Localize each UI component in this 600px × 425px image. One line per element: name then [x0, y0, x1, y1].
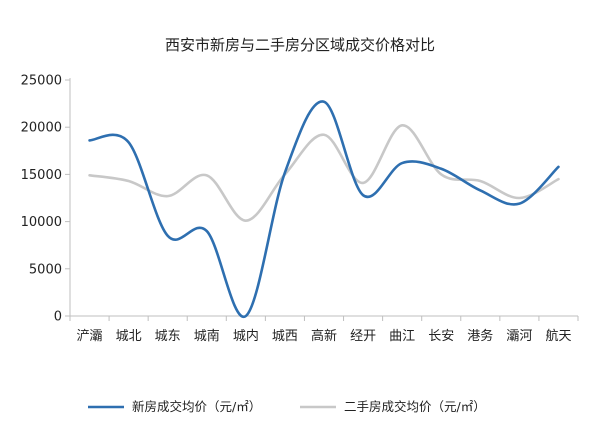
y-tick-label: 25000 — [21, 74, 62, 89]
legend-label: 二手房成交均价（元/㎡） — [344, 399, 486, 414]
y-tick-label: 10000 — [21, 215, 62, 230]
y-tick-label: 15000 — [21, 168, 62, 183]
y-tick-label: 20000 — [21, 121, 62, 136]
legend: 新房成交均价（元/㎡） 二手房成交均价（元/㎡） — [88, 399, 486, 414]
x-tick-label: 城东 — [155, 329, 181, 344]
y-tick-label: 0 — [54, 310, 62, 325]
y-tick-label: 5000 — [29, 262, 62, 277]
chart-title: 西安市新房与二手房分区域成交价格对比 — [165, 36, 435, 54]
x-tick-label: 航天 — [545, 328, 571, 344]
axes: 25000 20000 15000 10000 5000 0 浐灞 城北 城东 城南 城内 城西 高新经… — [21, 74, 579, 344]
legend-label: 新房成交均价（元/㎡） — [132, 399, 261, 414]
legend-item-new-home: 新房成交均价（元/㎡） — [88, 399, 261, 414]
x-tick-label: 曲江 — [389, 329, 415, 344]
new-home-price-line — [88, 100, 560, 318]
x-tick-label: 高新 — [311, 328, 337, 344]
x-tick-label: 经开 — [350, 329, 376, 344]
resale-price-line — [88, 124, 560, 222]
legend-item-resale: 二手房成交均价（元/㎡） — [300, 399, 486, 414]
x-tick-label: 浐灞 — [77, 329, 103, 344]
series-layer — [88, 100, 560, 318]
x-tick-label: 长安 — [428, 329, 454, 344]
x-tick-label: 城北 — [116, 329, 142, 344]
x-tick-label: 城内 — [233, 328, 259, 344]
x-tick-label: 港务 — [467, 328, 493, 344]
x-tick-label: 灞河 — [506, 329, 532, 344]
x-tick-label: 城西 — [272, 329, 298, 344]
x-tick-label: 城南 — [194, 328, 220, 344]
